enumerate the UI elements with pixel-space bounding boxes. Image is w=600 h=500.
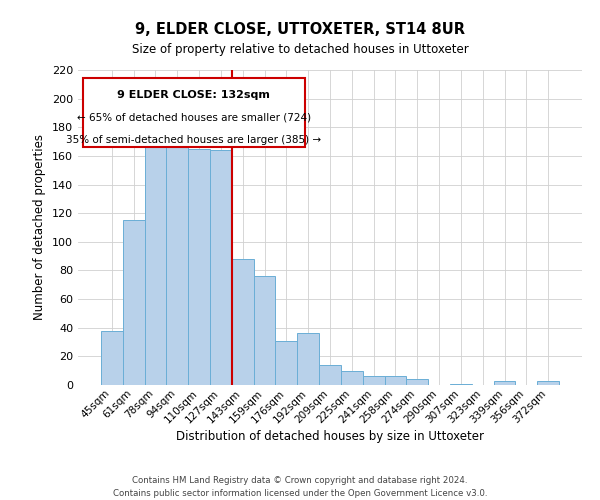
Text: Contains public sector information licensed under the Open Government Licence v3: Contains public sector information licen…	[113, 489, 487, 498]
Text: 9, ELDER CLOSE, UTTOXETER, ST14 8UR: 9, ELDER CLOSE, UTTOXETER, ST14 8UR	[135, 22, 465, 38]
Text: ← 65% of detached houses are smaller (724): ← 65% of detached houses are smaller (72…	[77, 112, 311, 122]
Text: Contains HM Land Registry data © Crown copyright and database right 2024.: Contains HM Land Registry data © Crown c…	[132, 476, 468, 485]
Bar	[123, 220, 145, 385]
Bar	[319, 365, 341, 385]
Bar	[297, 334, 319, 385]
Text: 35% of semi-detached houses are larger (385) →: 35% of semi-detached houses are larger (…	[67, 134, 322, 144]
Bar	[385, 376, 406, 385]
Bar	[188, 149, 210, 385]
Bar	[254, 276, 275, 385]
Bar	[166, 128, 188, 385]
Bar	[101, 330, 123, 385]
Text: 9 ELDER CLOSE: 132sqm: 9 ELDER CLOSE: 132sqm	[118, 90, 271, 101]
Bar	[210, 150, 232, 385]
Bar	[406, 380, 428, 385]
Bar	[537, 380, 559, 385]
FancyBboxPatch shape	[83, 78, 305, 147]
Bar	[363, 376, 385, 385]
Bar	[450, 384, 472, 385]
Y-axis label: Number of detached properties: Number of detached properties	[34, 134, 46, 320]
Bar	[275, 340, 297, 385]
Bar	[341, 370, 363, 385]
Bar	[145, 122, 166, 385]
Bar	[232, 259, 254, 385]
Text: Size of property relative to detached houses in Uttoxeter: Size of property relative to detached ho…	[131, 42, 469, 56]
X-axis label: Distribution of detached houses by size in Uttoxeter: Distribution of detached houses by size …	[176, 430, 484, 443]
Bar	[494, 380, 515, 385]
